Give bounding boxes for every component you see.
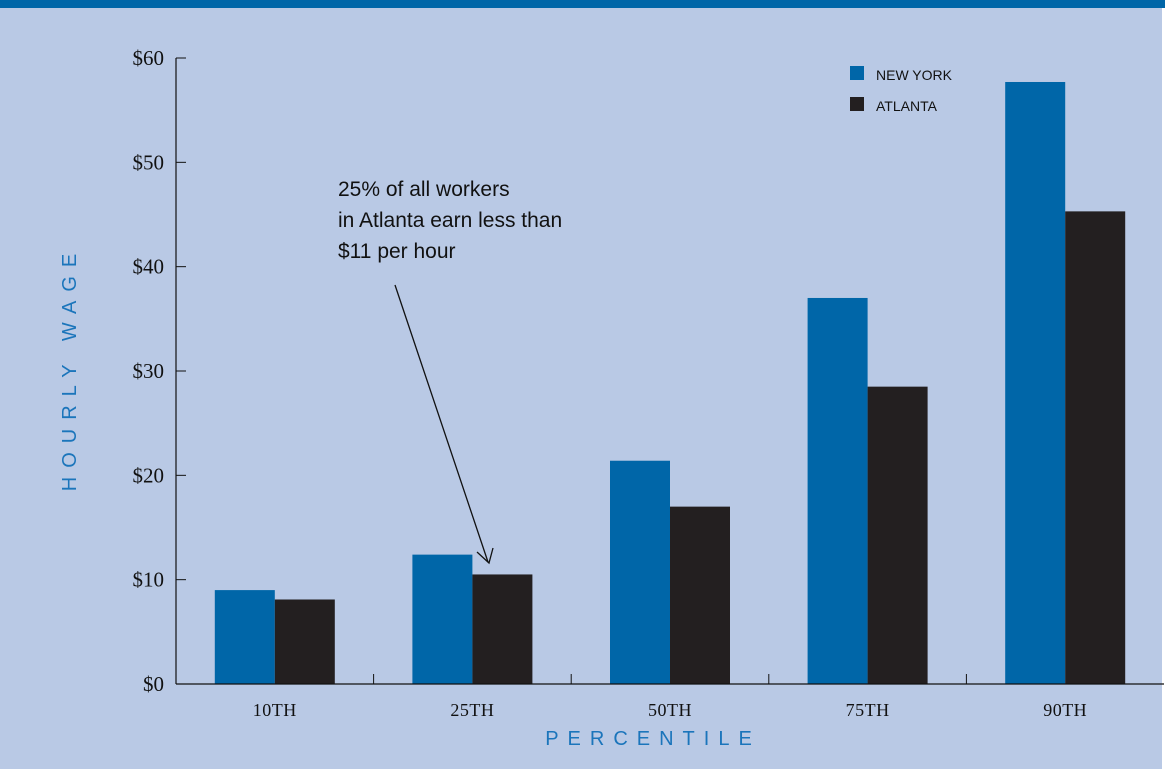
- x-axis-title: PERCENTILE: [545, 728, 761, 750]
- bar-atlanta-90th: [1065, 211, 1126, 684]
- y-tick-label: $40: [133, 255, 165, 279]
- axes: [175, 58, 1164, 685]
- annotation-arrowhead: [476, 547, 494, 565]
- bar-atlanta-10th: [274, 599, 335, 684]
- annotation-arrow-line: [394, 284, 489, 563]
- legend-swatch-atlanta: [850, 97, 864, 111]
- y-tick-label: $0: [143, 672, 164, 696]
- annotation-line-2: in Atlanta earn less than: [338, 209, 562, 232]
- legend-label-new-york: NEW YORK: [876, 67, 953, 83]
- annotation-line-3: $11 per hour: [338, 240, 456, 263]
- bar-new-york-10th: [214, 590, 275, 684]
- bar-new-york-75th: [807, 297, 868, 684]
- bar-new-york-25th: [412, 554, 473, 684]
- y-axis-ticks: $0 $10 $20 $30 $40 $50 $60: [133, 46, 186, 696]
- y-tick-label: $60: [133, 46, 165, 70]
- bar-atlanta-25th: [472, 574, 533, 684]
- bar-new-york-90th: [1005, 81, 1066, 685]
- y-tick-label: $50: [133, 150, 165, 174]
- right-edge-stripe: [1162, 8, 1165, 769]
- y-axis-title: HOURLY WAGE: [59, 245, 81, 491]
- legend-label-atlanta: ATLANTA: [876, 98, 938, 114]
- y-tick-label: $10: [133, 568, 165, 592]
- bar-atlanta-50th: [670, 506, 730, 684]
- x-tick-label: 25TH: [450, 700, 494, 720]
- annotation-line-1: 25% of all workers: [338, 178, 510, 201]
- y-tick-label: $20: [133, 463, 165, 487]
- bar-new-york-50th: [610, 460, 670, 684]
- annotation: 25% of all workers in Atlanta earn less …: [338, 178, 562, 565]
- bars: [214, 81, 1126, 685]
- x-tick-label: 10TH: [253, 700, 297, 720]
- x-tick-label: 50TH: [648, 700, 692, 720]
- x-tick-label: 90TH: [1043, 700, 1087, 720]
- top-accent-bar: [0, 0, 1165, 8]
- legend-swatch-new-york: [850, 66, 864, 80]
- legend: NEW YORK ATLANTA: [850, 66, 953, 114]
- bar-atlanta-75th: [867, 386, 928, 684]
- y-tick-label: $30: [133, 359, 165, 383]
- x-tick-label: 75TH: [846, 700, 890, 720]
- x-axis-ticks: 10TH 25TH 50TH 75TH 90TH: [253, 674, 1087, 720]
